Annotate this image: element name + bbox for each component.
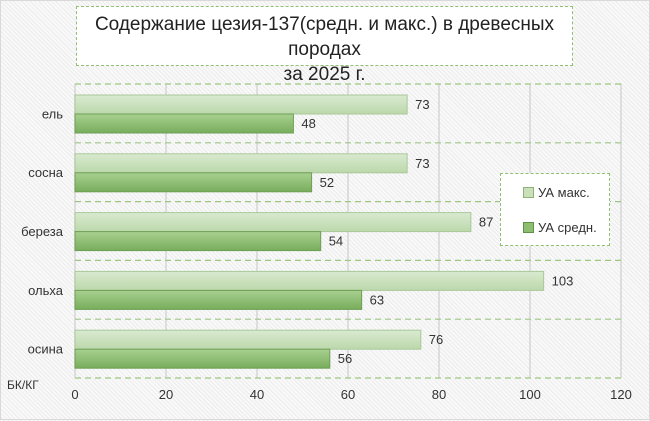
bar-max [74, 212, 472, 233]
title-line-1: Содержание цезия-137(средн. и макс.) в д… [94, 14, 555, 60]
category-label: осина [28, 342, 64, 357]
bar-avg [74, 231, 322, 252]
legend-swatch-max [523, 187, 534, 198]
legend-label-avg: УА средн. [538, 220, 597, 235]
x-tick-label: 100 [519, 387, 541, 402]
data-label: 87 [479, 215, 493, 230]
data-label: 48 [301, 116, 315, 131]
data-label: 76 [429, 332, 443, 347]
bar-avg [74, 289, 363, 310]
x-tick-label: 80 [432, 387, 446, 402]
bar-avg [74, 172, 313, 193]
legend: УА макс. УА средн. [500, 173, 610, 246]
bar-max [74, 153, 408, 174]
legend-swatch-avg [523, 222, 534, 233]
data-label: 103 [552, 273, 574, 288]
y-axis-label: БК/КГ [7, 378, 39, 392]
category-label: ольха [28, 283, 64, 298]
bar-max [74, 94, 408, 115]
data-label: 63 [370, 292, 384, 307]
bar-avg [74, 348, 331, 369]
x-tick-label: 120 [610, 387, 632, 402]
legend-item-avg: УА средн. [523, 220, 597, 235]
legend-label-max: УА макс. [538, 185, 590, 200]
title-line-2: за 2025 г. [283, 64, 366, 85]
category-label: сосна [28, 165, 64, 180]
data-label: 56 [338, 351, 352, 366]
data-label: 54 [329, 234, 343, 249]
bar-max [74, 329, 422, 350]
x-tick-label: 60 [341, 387, 355, 402]
bar-max [74, 270, 545, 291]
category-label: ель [42, 106, 63, 121]
x-tick-label: 40 [250, 387, 264, 402]
category-label: береза [21, 224, 64, 239]
x-tick-label: 0 [71, 387, 78, 402]
data-label: 73 [415, 97, 429, 112]
data-label: 73 [415, 156, 429, 171]
x-tick-label: 20 [159, 387, 173, 402]
legend-item-max: УА макс. [523, 185, 590, 200]
data-label: 52 [320, 175, 334, 190]
chart-title: Содержание цезия-137(средн. и макс.) в д… [76, 6, 573, 85]
bar-avg [74, 113, 294, 134]
